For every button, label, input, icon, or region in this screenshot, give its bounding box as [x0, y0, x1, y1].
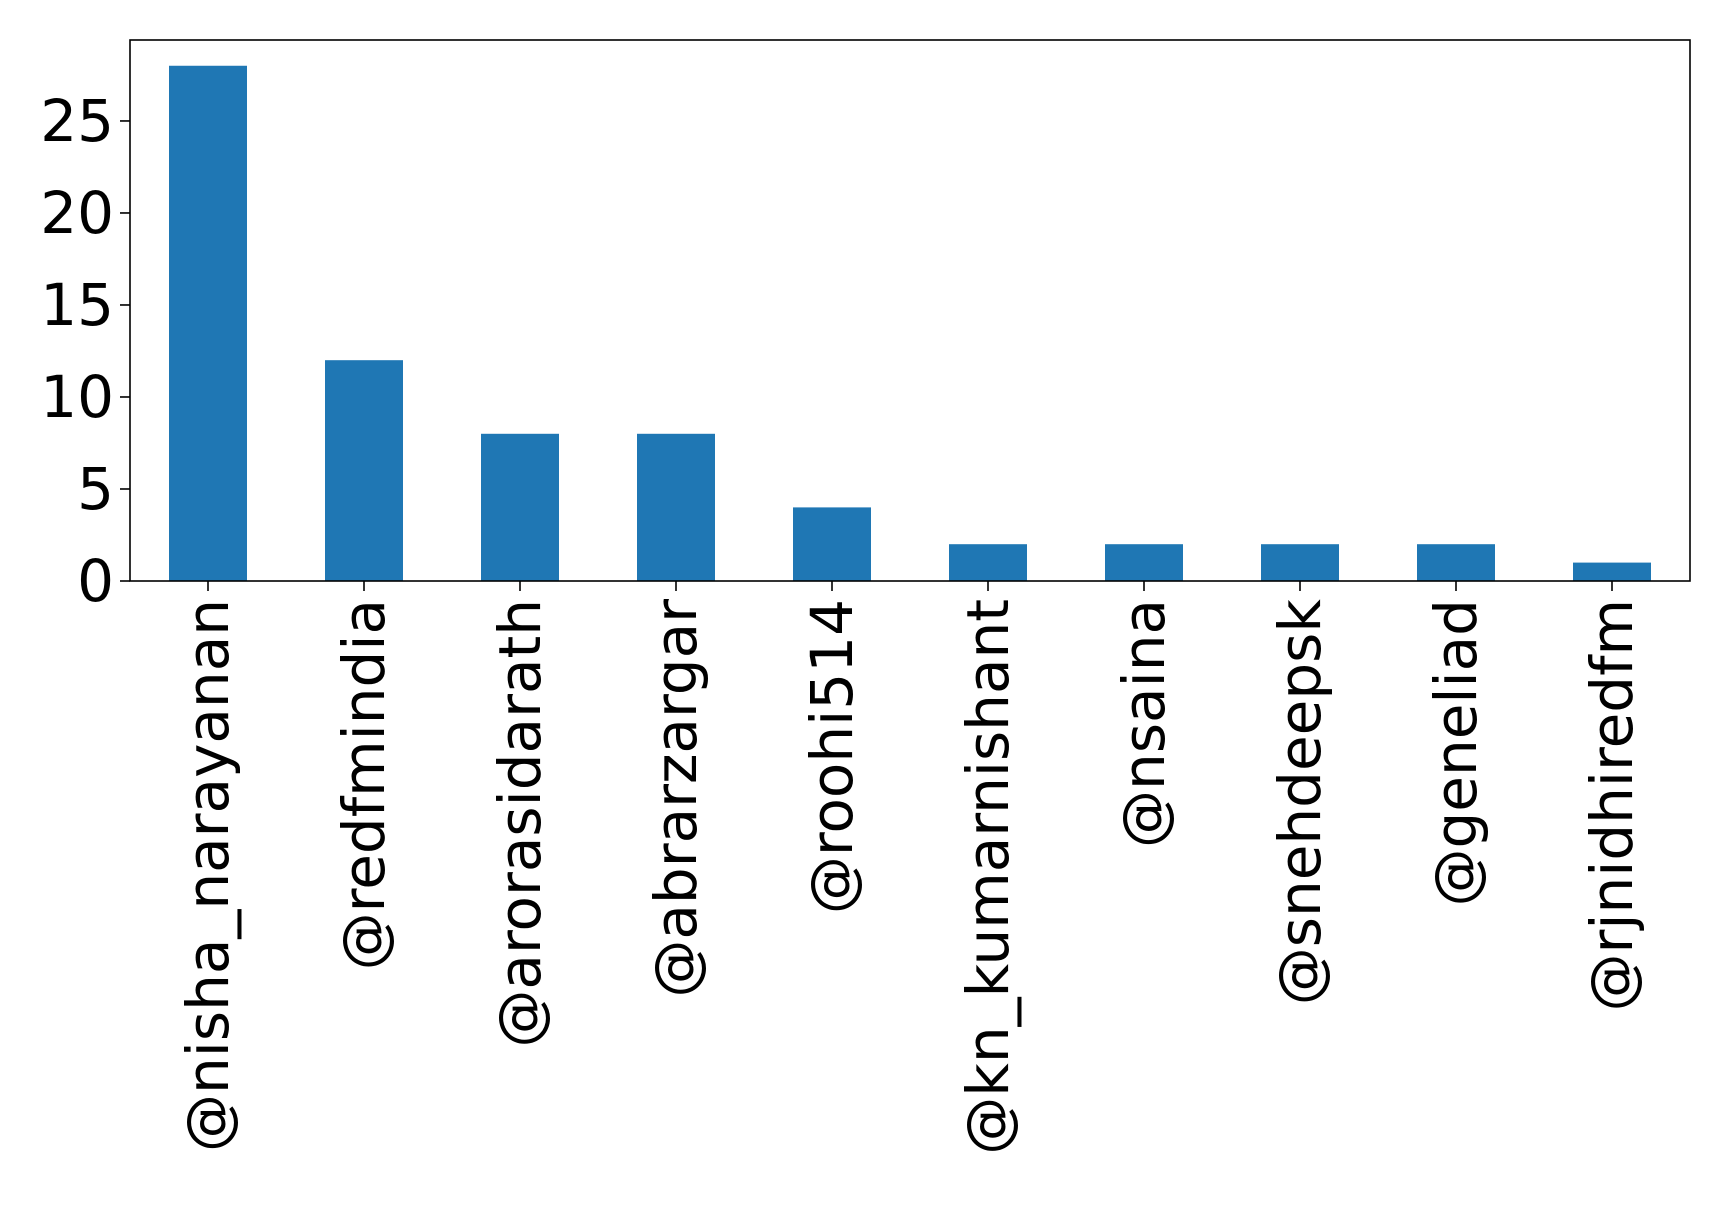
x-tick-label: @roohi514: [798, 599, 866, 914]
y-tick-label: 5: [77, 455, 114, 523]
x-tick-label: @abrarzargar: [642, 599, 710, 998]
bar-snehdeepsk: [1261, 544, 1339, 581]
x-tick-label: @arorasidarath: [486, 599, 554, 1048]
bar-rjnidhiredfm: [1573, 562, 1651, 581]
y-tick-label: 25: [40, 87, 114, 155]
bar-nsaina: [1105, 544, 1183, 581]
x-axis: @nisha_narayanan @redfmindia @arorasidarat…: [174, 581, 1646, 1155]
bar-roohi514: [793, 507, 871, 581]
x-tick-label: @nisha_narayanan: [174, 599, 242, 1152]
y-axis: 0 5 10 15 20 25: [40, 87, 130, 615]
y-tick-label: 20: [40, 179, 114, 247]
x-tick-label: @nsaina: [1110, 599, 1178, 848]
x-tick-label: @snehdeepsk: [1266, 599, 1334, 1006]
y-tick-label: 0: [77, 547, 114, 615]
bars-layer: [169, 65, 1651, 581]
bar-abrarzargar: [637, 433, 715, 581]
y-tick-label: 10: [40, 363, 114, 431]
x-tick-label: @geneliad: [1422, 599, 1490, 907]
x-tick-label: @kn_kumarnishant: [954, 599, 1022, 1155]
y-tick-label: 15: [40, 271, 114, 339]
bar-redfmindia: [325, 360, 403, 581]
x-tick-label: @rjnidhiredfm: [1578, 599, 1646, 1012]
bar-arorasidarath: [481, 433, 559, 581]
x-tick-label: @redfmindia: [330, 599, 398, 970]
bar-geneliad: [1417, 544, 1495, 581]
plot-frame: [129, 39, 1691, 582]
bar-nisha_narayanan: [169, 65, 247, 581]
bar-kn_kumarnishant: [949, 544, 1027, 581]
